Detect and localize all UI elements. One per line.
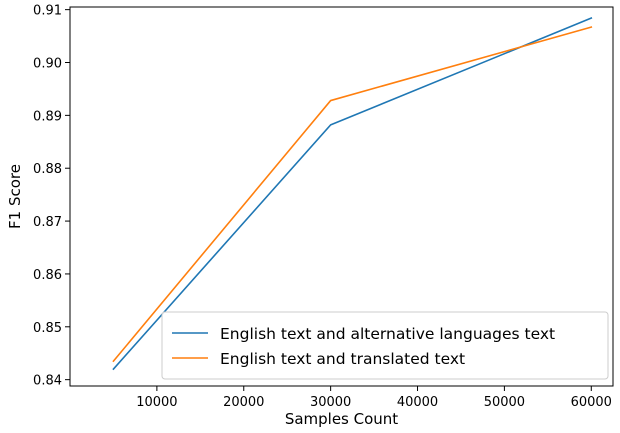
plot-frame [69, 6, 614, 387]
y-tick-label: 0.89 [33, 109, 62, 124]
y-tick-label: 0.87 [33, 215, 62, 230]
legend-label-2: English text and translated text [220, 350, 465, 368]
x-tick-label: 30000 [310, 395, 351, 410]
legend-label-1: English text and alternative languages t… [220, 325, 555, 343]
x-tick-label: 50000 [484, 395, 525, 410]
x-tick-label: 10000 [136, 395, 177, 410]
y-tick-label: 0.91 [33, 4, 62, 19]
y-axis: 0.84 0.85 0.86 0.87 0.88 0.89 0.90 0.91 [33, 4, 70, 389]
series-line-1 [112, 17, 593, 371]
y-tick-label: 0.90 [33, 57, 62, 72]
x-axis-label: Samples Count [285, 410, 398, 428]
x-tick-label: 20000 [223, 395, 264, 410]
y-tick-label: 0.86 [33, 268, 62, 283]
series-line-2 [112, 26, 593, 363]
legend: English text and alternative languages t… [161, 311, 609, 380]
y-tick-label: 0.88 [33, 162, 62, 177]
y-tick-label: 0.84 [33, 374, 62, 389]
plot-lines [112, 17, 593, 371]
y-axis-label: F1 Score [6, 164, 24, 229]
y-tick-label: 0.85 [33, 321, 62, 336]
x-tick-label: 40000 [397, 395, 438, 410]
x-axis: 10000 20000 30000 40000 50000 60000 [136, 386, 612, 410]
x-tick-label: 60000 [571, 395, 612, 410]
legend-box [161, 311, 609, 380]
